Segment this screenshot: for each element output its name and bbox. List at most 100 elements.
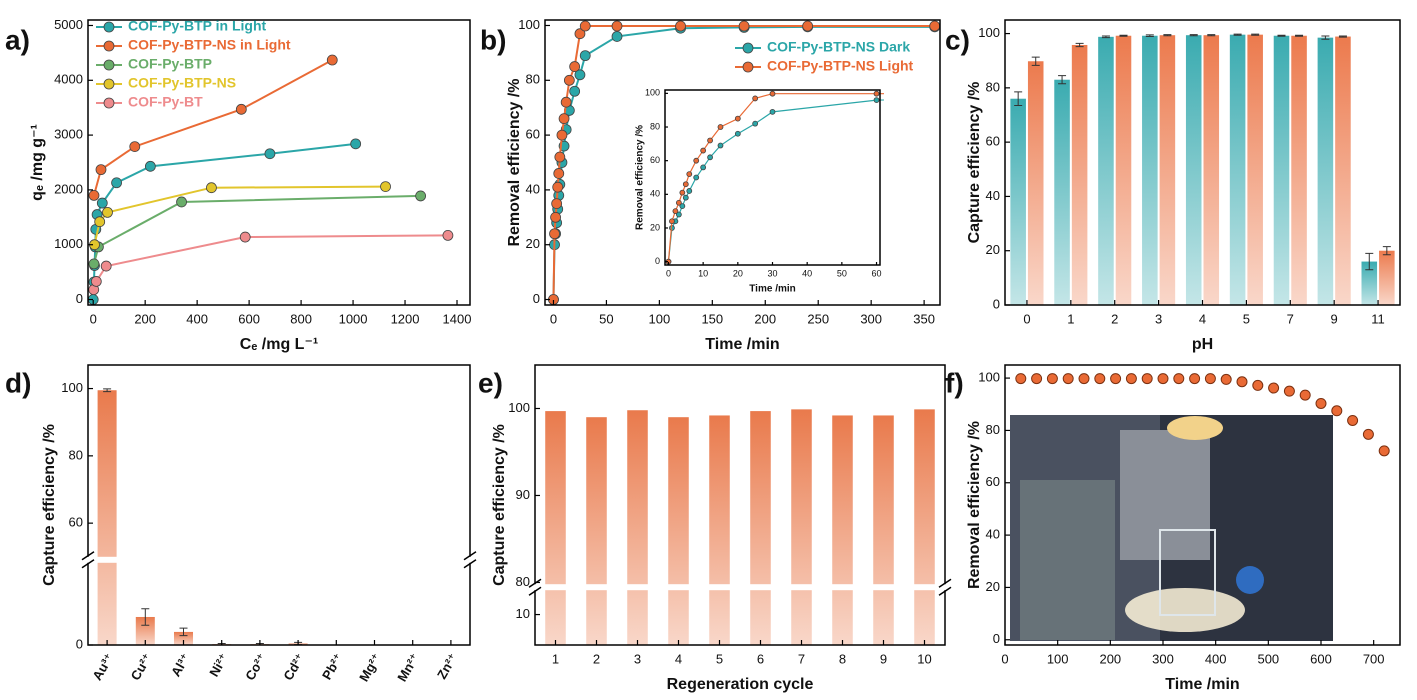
point <box>873 90 880 97</box>
point <box>1236 376 1248 388</box>
point <box>675 20 686 32</box>
panel-label: e) <box>478 367 503 398</box>
x-tick-label: 400 <box>186 311 208 326</box>
bar <box>873 415 894 645</box>
bar <box>1361 261 1378 305</box>
error-bar <box>1277 34 1286 37</box>
series-line <box>92 142 356 300</box>
x-tick-label: 9 <box>880 651 887 666</box>
point <box>569 85 581 97</box>
point <box>682 181 689 188</box>
error-bar <box>1295 34 1304 37</box>
bar <box>1317 37 1334 306</box>
point <box>239 231 251 243</box>
bar <box>1159 35 1176 305</box>
point <box>669 218 675 225</box>
point <box>579 20 591 32</box>
y-tick-label: 40 <box>986 188 1000 203</box>
x-tick-label: 800 <box>290 311 312 326</box>
point <box>574 69 586 81</box>
legend-marker <box>103 97 115 109</box>
bar <box>1335 36 1351 306</box>
x-axis-label: pH <box>1192 336 1213 353</box>
y-tick-label: 60 <box>526 127 540 142</box>
x-tick-label: Cd²⁺ <box>280 651 307 683</box>
bar <box>97 390 117 645</box>
y-tick-label: 60 <box>986 134 1000 149</box>
point <box>769 108 776 115</box>
point <box>1125 373 1137 385</box>
y-tick-label: 0 <box>655 256 660 266</box>
x-tick-label: 0 <box>550 311 557 326</box>
x-tick-label: 1 <box>552 651 559 666</box>
x-tick-label: 700 <box>1363 651 1385 666</box>
point <box>442 229 454 241</box>
y-tick-label: 20 <box>526 236 540 251</box>
legend-label: COF-Py-BTP-NS <box>128 75 236 91</box>
point <box>1094 373 1106 385</box>
error-bar <box>1058 75 1067 85</box>
point <box>100 260 112 272</box>
legend-label: COF-Py-BT <box>128 94 203 110</box>
legend-marker <box>103 59 115 71</box>
point <box>675 211 682 218</box>
point <box>144 160 156 172</box>
point <box>1173 373 1185 385</box>
point <box>686 188 693 194</box>
point <box>1157 373 1169 385</box>
bar <box>832 415 853 645</box>
legend-marker <box>742 61 754 73</box>
point <box>672 208 679 215</box>
x-tick-label: Pb²⁺ <box>319 651 346 683</box>
panel-label: b) <box>480 24 506 55</box>
y-tick-label: 1000 <box>54 236 83 251</box>
x-tick-label: 7 <box>798 651 805 666</box>
series-line <box>92 234 448 290</box>
point <box>752 120 759 127</box>
point <box>611 31 623 42</box>
point <box>873 97 880 103</box>
bar <box>750 411 771 645</box>
point <box>707 154 713 161</box>
legend-label: COF-Py-BTP in Light <box>128 18 267 34</box>
point <box>88 189 100 201</box>
axis-break-mark <box>528 578 542 596</box>
x-tick-label: 4 <box>1199 311 1206 326</box>
x-tick-label: 5 <box>1243 311 1250 326</box>
y-tick-label: 5000 <box>54 17 83 32</box>
x-tick-label: 150 <box>701 311 723 326</box>
y-axis-label: Removal efficiency /% <box>506 78 523 246</box>
y-tick-label: 80 <box>986 79 1000 94</box>
x-tick-label: 9 <box>1331 311 1338 326</box>
point <box>1110 373 1122 385</box>
point <box>929 20 941 32</box>
point <box>550 211 561 223</box>
bar <box>135 616 155 645</box>
point <box>96 197 108 209</box>
point <box>95 164 107 176</box>
legend-marker <box>103 78 115 90</box>
x-tick-label: Al³⁺ <box>168 651 193 679</box>
point <box>679 189 686 196</box>
x-axis-label: Time /min <box>749 284 796 295</box>
x-tick-label: Ni²⁺ <box>206 651 231 679</box>
x-tick-label: 250 <box>807 311 829 326</box>
point <box>700 147 707 154</box>
point <box>1189 373 1201 385</box>
y-tick-label: 40 <box>526 181 540 196</box>
point <box>1031 373 1043 385</box>
y-tick-label: 100 <box>645 88 660 98</box>
x-axis-label: Time /min <box>705 336 779 353</box>
photo-pump <box>1236 566 1264 594</box>
y-axis-label: Removal efficiency /% <box>966 421 983 589</box>
bar <box>1098 36 1114 305</box>
point <box>129 141 141 153</box>
point <box>1362 428 1374 440</box>
bar <box>1379 250 1395 305</box>
point <box>1204 373 1216 385</box>
point <box>206 182 217 194</box>
photo-small-beaker <box>1159 529 1216 616</box>
bar <box>668 417 689 645</box>
panel-label: d) <box>5 367 31 398</box>
point <box>738 20 750 32</box>
